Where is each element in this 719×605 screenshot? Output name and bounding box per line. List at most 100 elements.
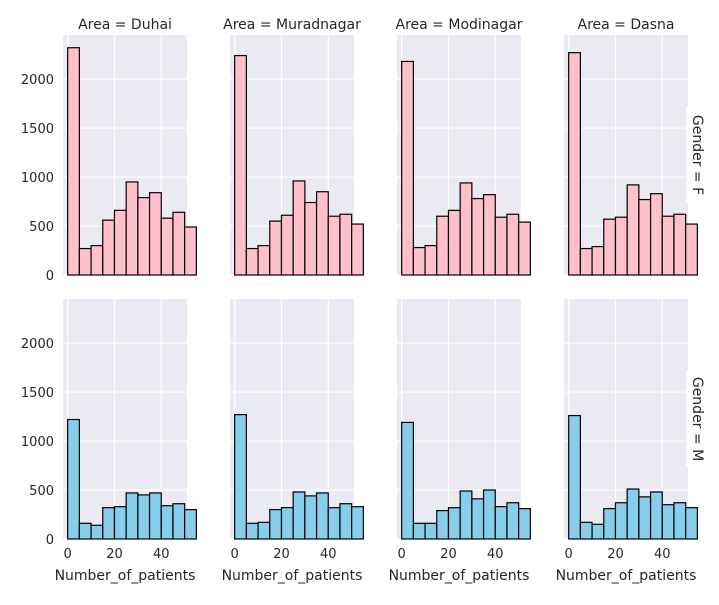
histogram-bar	[459, 182, 473, 276]
histogram-bar	[482, 489, 496, 540]
histogram-bar	[614, 502, 628, 540]
histogram-bar	[568, 414, 581, 540]
histogram-bar	[471, 197, 485, 276]
histogram-bar	[304, 495, 318, 540]
histogram-bar	[447, 507, 461, 540]
histogram-bar	[257, 245, 271, 276]
y-tick-label: 2000	[21, 73, 54, 88]
histogram-bar	[638, 198, 652, 276]
histogram-bar	[424, 522, 438, 540]
histogram-bar	[172, 503, 186, 540]
histogram-bar	[90, 245, 104, 276]
y-tick-label: 1000	[21, 171, 54, 186]
histogram-bar	[494, 216, 508, 276]
histogram-bar	[137, 494, 151, 540]
histogram-bar	[78, 522, 92, 540]
histogram-bar	[638, 496, 652, 540]
column-title: Area = Duhai	[78, 17, 172, 33]
histogram-bar	[102, 219, 116, 276]
histogram-bar	[685, 223, 698, 276]
y-tick-label: 0	[46, 269, 54, 284]
histogram-bar	[245, 247, 259, 276]
row-title-background	[686, 371, 710, 467]
histogram-bar	[327, 215, 341, 276]
histogram-bar	[113, 209, 127, 276]
y-tick-label: 1500	[21, 386, 54, 401]
histogram-bar	[78, 247, 92, 276]
histogram-bar	[518, 221, 531, 276]
histogram-bar	[148, 192, 162, 276]
x-axis-label: Number_of_patients	[55, 568, 196, 584]
histogram-bar	[137, 197, 151, 276]
histogram-bar	[436, 215, 450, 276]
histogram-bar	[234, 413, 247, 540]
histogram-bar	[90, 524, 104, 540]
x-tick-label: 40	[654, 547, 671, 562]
histogram-bar	[315, 492, 329, 540]
histogram-bar	[102, 507, 116, 540]
histogram-bar	[125, 181, 139, 276]
x-tick-label: 0	[565, 547, 573, 562]
histogram-bar	[626, 184, 640, 276]
histogram-bar	[424, 245, 438, 276]
histogram-bar	[673, 502, 687, 540]
histogram-bar	[148, 492, 162, 540]
histogram-bar	[412, 246, 426, 276]
y-tick-label: 0	[46, 533, 54, 548]
histogram-bar	[673, 213, 687, 276]
x-axis-label: Number_of_patients	[389, 568, 530, 584]
histogram-bar	[494, 506, 508, 540]
histogram-bar	[280, 214, 294, 276]
histogram-bar	[661, 215, 675, 276]
x-tick-label: 40	[320, 547, 337, 562]
x-tick-label: 40	[153, 547, 170, 562]
histogram-bar	[292, 491, 306, 540]
histogram-bar	[626, 488, 640, 540]
x-axis-label: Number_of_patients	[222, 568, 363, 584]
histogram-bar	[327, 507, 341, 540]
panel-background	[230, 299, 354, 539]
histogram-bar	[125, 492, 139, 540]
histogram-bar	[67, 418, 80, 540]
histogram-bar	[603, 218, 617, 276]
histogram-bar	[113, 506, 127, 540]
histogram-bar	[614, 216, 628, 276]
histogram-bar	[518, 508, 531, 540]
x-tick-label: 20	[106, 547, 123, 562]
row-title: Gender = F	[689, 115, 705, 195]
histogram-bar	[184, 509, 197, 540]
y-tick-label: 500	[29, 220, 54, 235]
x-tick-label: 0	[64, 547, 72, 562]
column-title: Area = Dasna	[578, 17, 675, 33]
x-tick-label: 40	[487, 547, 504, 562]
x-tick-label: 20	[440, 547, 457, 562]
histogram-bar	[447, 209, 461, 276]
histogram-bar	[67, 47, 80, 276]
histogram-bar	[412, 522, 426, 540]
histogram-bar	[245, 522, 259, 540]
histogram-bar	[401, 421, 414, 540]
histogram-bar	[257, 521, 271, 540]
histogram-bar	[280, 507, 294, 540]
column-title: Area = Modinagar	[396, 17, 523, 33]
histogram-bar	[568, 52, 581, 276]
histogram-bar	[339, 503, 353, 540]
histogram-bar	[436, 509, 450, 540]
histogram-bar	[234, 54, 247, 276]
histogram-bar	[591, 523, 605, 540]
histogram-bar	[315, 191, 329, 276]
panel-background	[63, 299, 187, 539]
histogram-bar	[649, 491, 663, 540]
histogram-bar	[351, 223, 364, 276]
histogram-bar	[184, 226, 197, 276]
histogram-bar	[292, 180, 306, 276]
y-tick-label: 2000	[21, 337, 54, 352]
histogram-bar	[591, 245, 605, 276]
panel-background	[397, 299, 521, 539]
x-tick-label: 0	[398, 547, 406, 562]
histogram-bar	[506, 502, 520, 540]
column-title: Area = Muradnagar	[223, 17, 361, 33]
x-axis-label: Number_of_patients	[556, 568, 697, 584]
histogram-bar	[160, 217, 174, 276]
